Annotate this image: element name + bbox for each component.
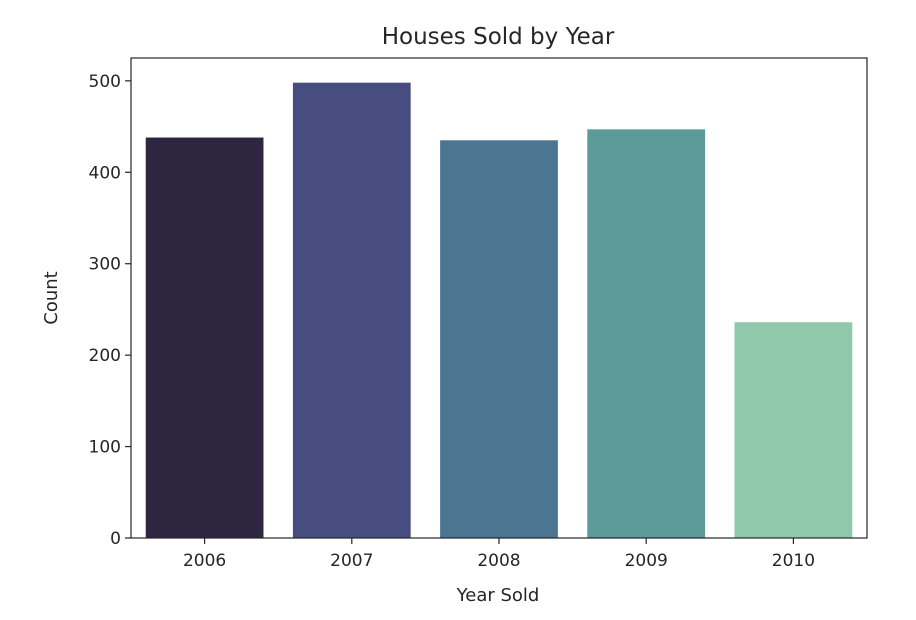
x-tick-label: 2007 — [330, 551, 373, 571]
y-tick-label: 500 — [89, 72, 121, 92]
x-axis-label: Year Sold — [456, 585, 540, 606]
plot-frame — [130, 57, 868, 539]
x-tick-label: 2010 — [772, 551, 815, 571]
x-axis-ticks: 2006 2007 2008 2009 2010 — [183, 538, 815, 571]
y-axis-label: Count — [41, 271, 62, 324]
x-tick-label: 2008 — [477, 551, 520, 571]
x-tick-label: 2006 — [183, 551, 226, 571]
bars-group — [145, 82, 853, 539]
y-tick-label: 200 — [89, 346, 121, 366]
y-tick-label: 0 — [110, 529, 121, 549]
bar-2006 — [145, 137, 264, 539]
bar-2009 — [587, 129, 706, 539]
bar-2008 — [440, 140, 558, 539]
chart-title: Houses Sold by Year — [382, 24, 615, 50]
bar-2007 — [292, 82, 411, 538]
y-tick-label: 400 — [89, 163, 121, 183]
x-tick-label: 2009 — [625, 551, 668, 571]
y-tick-label: 100 — [89, 438, 121, 458]
y-axis-ticks: 0 100 200 300 400 500 — [89, 72, 131, 549]
bar-2010 — [734, 322, 853, 538]
y-tick-label: 300 — [89, 255, 121, 275]
